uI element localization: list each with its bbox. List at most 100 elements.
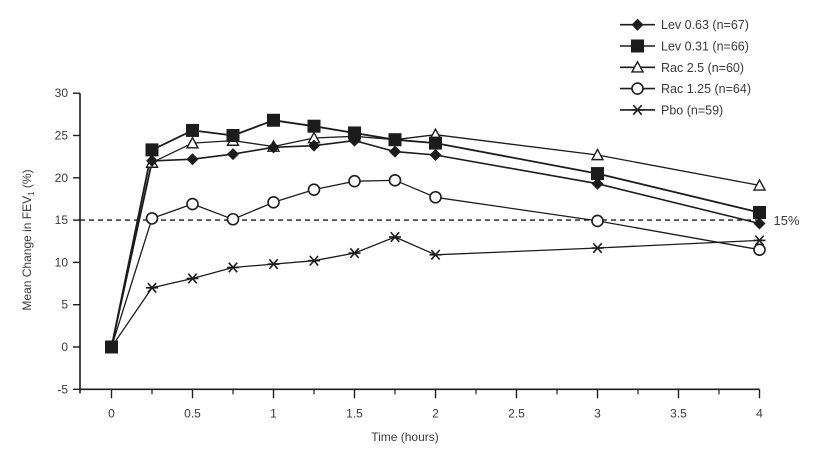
series-points-square bbox=[105, 113, 766, 354]
data-point-circle bbox=[429, 190, 442, 204]
legend-label: Lev 0.63 (n=67) bbox=[661, 18, 749, 32]
y-axis-title-main: Mean Change in FEV bbox=[20, 196, 34, 311]
star-stroke bbox=[147, 282, 157, 294]
series-points-circle bbox=[105, 174, 766, 354]
data-point-diamond bbox=[591, 177, 604, 190]
data-point-circle bbox=[753, 243, 766, 257]
data-point-circle bbox=[145, 212, 159, 225]
x-tick-label: 0 bbox=[108, 406, 115, 420]
x-tick-label: 0.5 bbox=[184, 406, 201, 420]
square-shape bbox=[145, 143, 159, 157]
reference-line-label: 15% bbox=[774, 213, 800, 228]
star-stroke bbox=[754, 235, 765, 246]
data-point-square bbox=[226, 129, 240, 142]
data-point-triangle bbox=[590, 147, 605, 161]
diamond-shape bbox=[308, 139, 320, 152]
y-tick-label: 15 bbox=[55, 213, 69, 227]
star-stroke bbox=[390, 231, 400, 243]
square-shape bbox=[348, 126, 361, 140]
legend-item: Lev 0.31 (n=66) bbox=[620, 39, 749, 54]
circle-shape bbox=[429, 190, 442, 204]
circle-icon bbox=[631, 82, 644, 95]
data-point-circle bbox=[226, 212, 240, 226]
data-point-diamond bbox=[429, 148, 442, 161]
square-icon bbox=[631, 39, 644, 53]
legend-label: Pbo (n=59) bbox=[661, 103, 723, 117]
data-point-triangle bbox=[185, 136, 200, 149]
series-points-triangle bbox=[104, 127, 767, 353]
y-axis-title: Mean Change in FEV1 (%) bbox=[20, 169, 36, 310]
diamond-shape bbox=[227, 148, 239, 161]
data-point-diamond bbox=[186, 153, 199, 166]
circle-shape bbox=[388, 174, 402, 187]
x-tick-label: 1 bbox=[270, 406, 277, 420]
data-point-square bbox=[145, 143, 159, 157]
data-point-star bbox=[389, 231, 401, 243]
data-point-diamond bbox=[267, 141, 280, 154]
y-tick-label: 20 bbox=[55, 171, 69, 185]
star-stroke bbox=[349, 247, 360, 259]
legend-item: Lev 0.63 (n=67) bbox=[620, 18, 749, 32]
data-point-star bbox=[186, 273, 199, 284]
star-stroke bbox=[430, 249, 441, 261]
diamond-shape bbox=[591, 177, 604, 190]
legend-item: Pbo (n=59) bbox=[620, 103, 723, 117]
series-line-diamond bbox=[110, 139, 760, 348]
star-stroke bbox=[228, 262, 238, 273]
star-stroke bbox=[309, 255, 319, 267]
circle-shape bbox=[226, 212, 240, 226]
square-shape bbox=[388, 133, 402, 147]
diamond-shape bbox=[631, 18, 644, 31]
series-markers bbox=[104, 113, 767, 354]
data-point-circle bbox=[267, 196, 280, 209]
series-points-diamond bbox=[105, 134, 766, 353]
data-point-star bbox=[753, 235, 766, 246]
square-shape bbox=[631, 39, 644, 53]
data-point-star bbox=[227, 262, 239, 273]
square-shape bbox=[429, 136, 442, 150]
data-point-diamond bbox=[308, 139, 320, 152]
circle-shape bbox=[591, 214, 604, 228]
y-tick-label: 30 bbox=[55, 86, 69, 100]
diamond-shape bbox=[105, 341, 118, 353]
y-axis-title-suffix: (%) bbox=[20, 169, 34, 191]
reference-line-group: 15% bbox=[80, 213, 800, 228]
y-tick-label: 5 bbox=[61, 298, 68, 312]
series-line-circle bbox=[110, 179, 760, 348]
y-axis-title-subscript: 1 bbox=[27, 191, 36, 196]
star-stroke bbox=[187, 273, 198, 284]
x-tick-label: 3.5 bbox=[670, 406, 687, 420]
square-shape bbox=[307, 119, 321, 133]
square-shape bbox=[267, 113, 280, 127]
series-line-star bbox=[110, 236, 760, 348]
triangle-shape bbox=[630, 60, 645, 73]
y-tick-label: 0 bbox=[61, 340, 68, 354]
diamond-icon bbox=[631, 18, 644, 31]
data-point-square bbox=[348, 126, 361, 140]
axes: -5 0 5 10 15 20 25 30 0 0.5 1 1.5 2 2.5 3 3.5 4 bbox=[55, 86, 764, 420]
star-stroke bbox=[268, 258, 279, 270]
data-point-square bbox=[591, 167, 604, 181]
data-point-square bbox=[307, 119, 321, 133]
data-point-triangle bbox=[752, 178, 767, 191]
x-tick-label: 1.5 bbox=[346, 406, 363, 420]
data-point-star bbox=[267, 258, 280, 270]
data-point-circle bbox=[348, 174, 361, 188]
data-point-square bbox=[186, 123, 199, 137]
star-stroke bbox=[592, 242, 603, 254]
square-shape bbox=[186, 123, 199, 137]
legend-item: Rac 2.5 (n=60) bbox=[620, 60, 744, 75]
diamond-shape bbox=[186, 153, 199, 166]
x-tick-label: 3 bbox=[594, 406, 601, 420]
circle-shape bbox=[307, 183, 321, 196]
square-shape bbox=[591, 167, 604, 181]
legend-label: Lev 0.31 (n=66) bbox=[661, 40, 749, 54]
y-tick-label: 25 bbox=[55, 129, 69, 143]
data-point-diamond bbox=[753, 217, 766, 230]
triangle-shape bbox=[185, 136, 200, 149]
circle-shape bbox=[186, 197, 199, 211]
data-point-diamond bbox=[389, 145, 401, 158]
legend-label: Rac 2.5 (n=60) bbox=[661, 61, 744, 75]
y-tick-label: -5 bbox=[57, 382, 68, 396]
diamond-shape bbox=[146, 154, 158, 167]
